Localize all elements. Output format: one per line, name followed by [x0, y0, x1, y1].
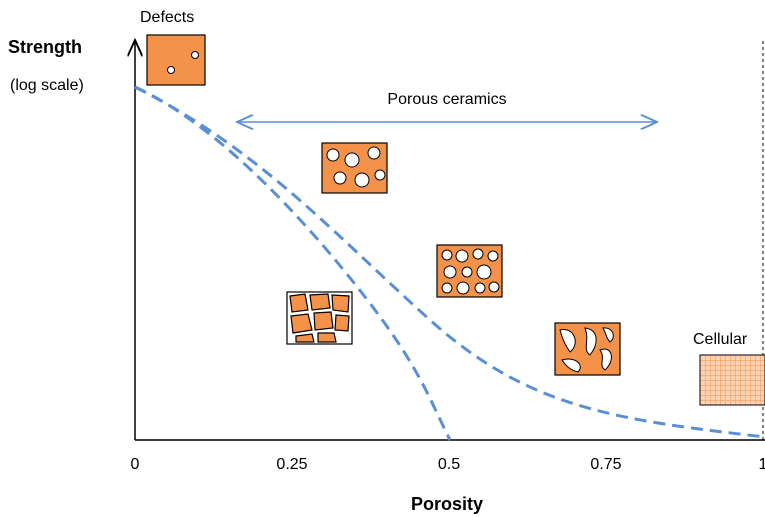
x-tick-label: 0.75	[590, 456, 621, 473]
cellular-icon	[699, 354, 765, 406]
defects-label: Defects	[140, 9, 194, 26]
x-label: Porosity	[411, 494, 483, 514]
x-tick-label: 0	[131, 456, 140, 473]
x-tick-label: 0.25	[276, 456, 307, 473]
pores-icon-2	[436, 244, 503, 298]
grains-icon	[286, 291, 353, 345]
y-note: (log scale)	[10, 77, 84, 94]
x-tick-label: 1	[759, 456, 765, 473]
y-label: Strength	[8, 37, 82, 57]
curve-defects	[134, 85, 452, 441]
x-ticks: 0 0.25 0.5 0.75 1	[131, 456, 765, 473]
cellular-label: Cellular	[693, 331, 748, 348]
curve-porous	[134, 85, 765, 439]
x-tick-label: 0.5	[438, 456, 460, 473]
porous-label: Porous ceramics	[387, 91, 506, 108]
defects-icon	[146, 34, 206, 86]
network-icon	[554, 322, 621, 376]
pores-icon-1	[321, 142, 388, 194]
